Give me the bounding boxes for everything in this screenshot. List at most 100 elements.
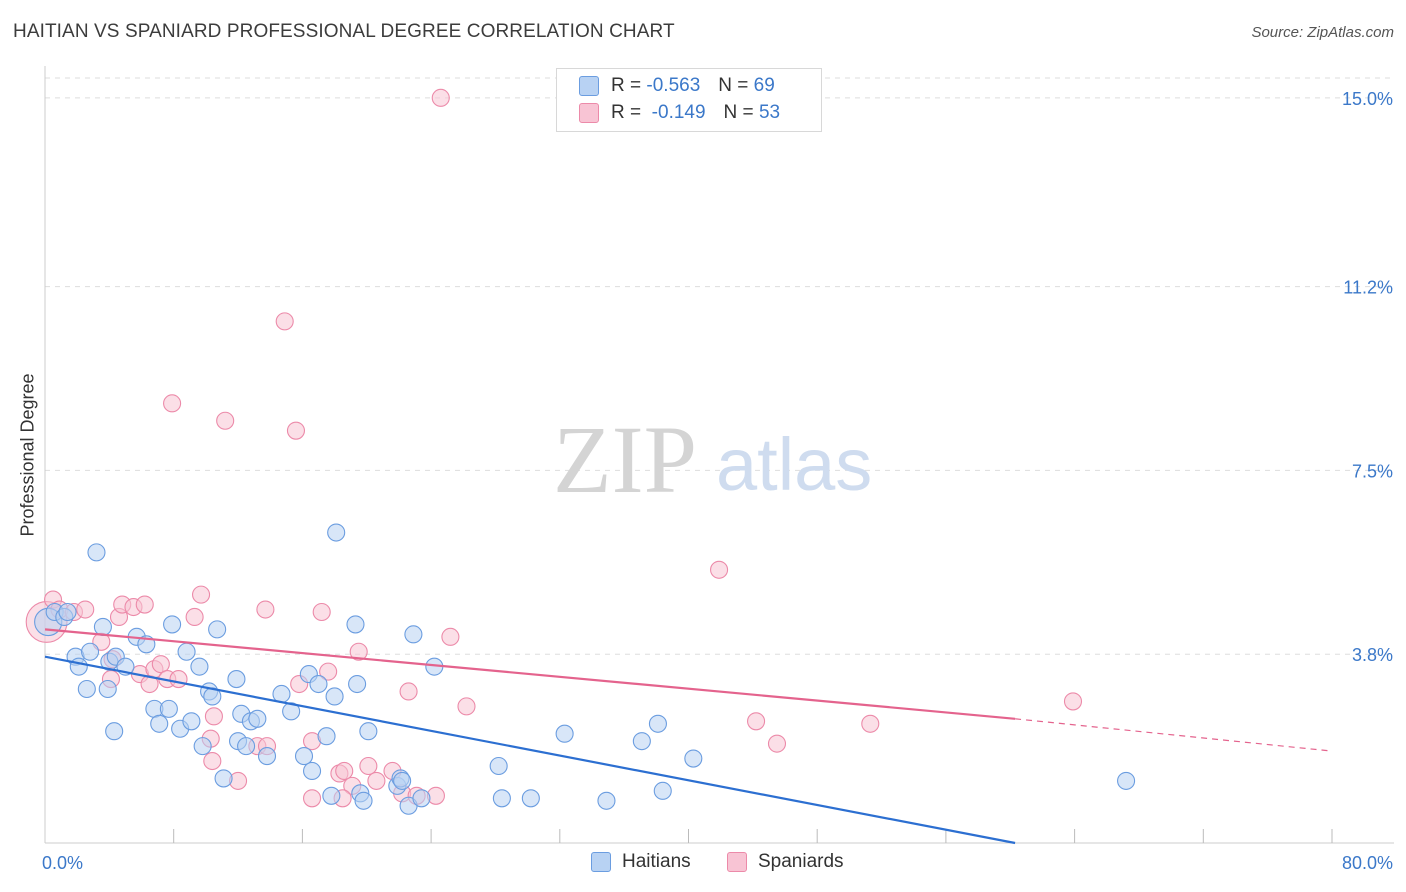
- spaniard-point: [151, 655, 170, 674]
- legend-n-label: N =: [718, 75, 749, 96]
- watermark: ZIP atlas: [553, 406, 872, 513]
- haitian-point: [237, 737, 256, 756]
- haitian-point: [193, 737, 212, 756]
- haitian-point: [80, 642, 100, 661]
- spaniard-point: [861, 714, 880, 733]
- haitian-point: [294, 747, 314, 766]
- spaniard-point: [275, 312, 294, 331]
- haitian-point: [257, 747, 277, 766]
- spaniards-swatch: [579, 103, 599, 123]
- spaniard-point: [191, 585, 211, 604]
- spaniards-legend-swatch: [727, 852, 747, 872]
- haitian-point: [684, 749, 703, 768]
- watermark-zip: ZIP: [553, 406, 697, 513]
- haitians-legend-label: Haitians: [622, 851, 691, 872]
- haitian-point: [309, 674, 328, 694]
- spaniard-point: [359, 756, 378, 776]
- spaniards-trend-line-extension: [1015, 718, 1333, 752]
- haitian-point: [93, 617, 112, 636]
- haitian-point: [648, 714, 667, 733]
- haitian-point: [303, 761, 322, 781]
- haitian-point: [98, 679, 117, 699]
- haitians-trend-line: [44, 655, 1016, 845]
- haitian-point: [282, 702, 301, 721]
- spaniards-trend-line: [44, 628, 1016, 720]
- haitian-point: [348, 674, 367, 694]
- haitian-point: [521, 789, 540, 808]
- legend-r-label: R =: [611, 102, 642, 123]
- haitian-point: [77, 679, 96, 699]
- axis-layer: [44, 66, 1394, 844]
- spaniard-point: [349, 642, 368, 661]
- haitian-point: [208, 620, 227, 639]
- y-tick-label: 15.0%: [1342, 89, 1393, 109]
- haitian-point: [214, 769, 233, 788]
- haitian-point: [492, 789, 511, 808]
- y-tick-label: 11.2%: [1343, 278, 1393, 298]
- haitian-point: [325, 687, 344, 706]
- spaniard-point: [319, 662, 338, 681]
- legend-row-haitians: R = -0.563 N = 69: [579, 74, 775, 98]
- haitian-point: [404, 625, 423, 644]
- haitian-point: [1117, 771, 1136, 790]
- haitian-point: [346, 615, 365, 634]
- legend-item-spaniards[interactable]: Spaniards: [727, 851, 844, 873]
- haitian-point: [150, 714, 169, 733]
- spaniard-point: [169, 670, 188, 689]
- haitian-point: [597, 791, 616, 810]
- spaniard-point: [399, 682, 418, 701]
- series-legend: Haitians Spaniards: [0, 851, 1406, 877]
- spaniard-point: [335, 761, 354, 781]
- haitian-point: [190, 657, 209, 676]
- spaniard-point: [204, 707, 223, 726]
- tick-labels: 3.8% 7.5% 11.2% 15.0% 0.0% 80.0%: [42, 89, 1393, 873]
- spaniard-point: [286, 421, 306, 440]
- spaniard-point: [185, 607, 204, 627]
- spaniard-point: [367, 771, 386, 790]
- legend-r-label: R =: [611, 75, 642, 96]
- y-tick-label: 3.8%: [1352, 645, 1393, 665]
- haitian-point: [58, 602, 77, 622]
- haitians-legend-swatch: [591, 852, 611, 872]
- spaniard-point: [203, 751, 222, 771]
- legend-item-haitians[interactable]: Haitians: [591, 851, 691, 873]
- haitian-point: [359, 722, 378, 741]
- haitian-point: [248, 709, 267, 728]
- spaniard-point: [256, 600, 275, 619]
- x-tick-label: 80.0%: [1342, 853, 1393, 873]
- spaniard-point: [767, 734, 787, 753]
- spaniard-point: [431, 88, 450, 107]
- haitian-point: [182, 712, 201, 731]
- haitian-point: [393, 771, 412, 790]
- haitian-point: [322, 786, 341, 805]
- legend-r-value: -0.149: [651, 102, 706, 123]
- haitian-point: [632, 732, 651, 751]
- trend-lines: [44, 628, 1333, 845]
- legend-row-spaniards: R = -0.149 N = 53: [579, 101, 780, 125]
- haitians-swatch: [579, 76, 599, 96]
- legend-n-label: N =: [723, 102, 754, 123]
- spaniard-point: [76, 600, 95, 619]
- spaniard-point: [216, 411, 235, 430]
- y-tick-label: 7.5%: [1352, 461, 1393, 481]
- haitian-point: [317, 727, 336, 746]
- legend-r-value: -0.563: [646, 75, 701, 96]
- spaniard-point: [441, 627, 460, 646]
- haitian-point: [159, 699, 178, 718]
- legend-n-value: 69: [753, 75, 775, 96]
- haitian-point: [555, 724, 574, 743]
- haitian-point: [327, 523, 346, 542]
- haitian-point: [227, 670, 246, 689]
- correlation-legend: R = -0.563 N = 69 R = -0.149 N = 53: [556, 68, 822, 132]
- haitian-point: [177, 642, 196, 661]
- spaniards-legend-label: Spaniards: [758, 851, 844, 872]
- haitian-point: [163, 615, 182, 634]
- spaniard-point: [457, 697, 476, 716]
- watermark-atlas: atlas: [716, 423, 872, 506]
- haitians-points: [34, 523, 1136, 815]
- source-label: Source: ZipAtlas.com: [1251, 24, 1394, 41]
- haitian-point: [69, 657, 88, 676]
- haitian-point: [653, 781, 672, 800]
- haitian-point: [354, 791, 373, 810]
